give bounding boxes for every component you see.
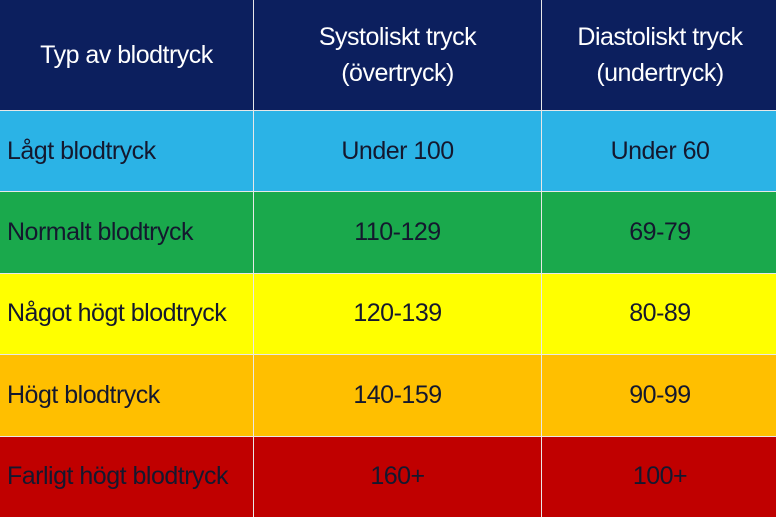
table-cell: 100+: [542, 436, 776, 517]
row-label: Farligt högt blodtryck: [0, 436, 253, 517]
header-text: Diastoliskt tryck: [577, 23, 743, 51]
table-cell: 90-99: [542, 355, 776, 436]
table-cell: 160+: [254, 436, 541, 517]
table-cell: 140-159: [254, 355, 541, 436]
header-cell: Typ av blodtryck: [0, 0, 253, 110]
header-text: Systoliskt tryck: [318, 23, 477, 51]
table-cell: 69-79: [542, 192, 776, 273]
row-label: Något högt blodtryck: [0, 273, 253, 355]
header-cell: Systoliskt tryck (övertryck): [254, 0, 541, 110]
header-text: Typ av blodtryck: [40, 41, 213, 69]
header-text: (övertryck): [341, 59, 454, 87]
header-text: (undertryck): [596, 59, 724, 87]
header-cell: Diastoliskt tryck (undertryck): [542, 0, 776, 110]
table-cell: 110-129: [254, 192, 541, 273]
row-label: Lågt blodtryck: [0, 111, 253, 192]
row-label: Högt blodtryck: [0, 355, 253, 436]
row-label: Normalt blodtryck: [0, 192, 253, 273]
table-cell: 80-89: [542, 273, 776, 355]
table-cell: Under 60: [542, 111, 776, 192]
table-cell: Under 100: [254, 111, 541, 192]
table-cell: 120-139: [254, 273, 541, 355]
